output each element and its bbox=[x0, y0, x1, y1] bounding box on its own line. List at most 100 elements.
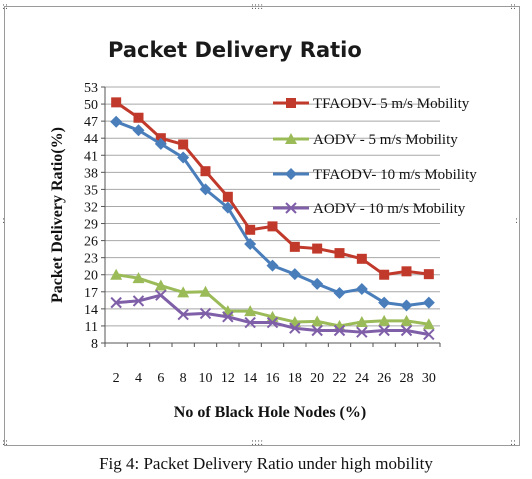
x-axis-label: No of Black Hole Nodes (%) bbox=[174, 404, 366, 421]
data-point bbox=[334, 248, 345, 259]
data-point bbox=[356, 326, 368, 338]
y-tick-label: 14 bbox=[84, 303, 98, 318]
data-point bbox=[244, 316, 256, 329]
data-point bbox=[400, 314, 413, 326]
y-tick-label: 8 bbox=[91, 337, 98, 352]
data-point bbox=[401, 266, 412, 277]
x-tick-label: 14 bbox=[243, 371, 257, 386]
data-point bbox=[379, 269, 390, 280]
y-axis-ticks: 8 11 14 17 20 23 26 29 32 35 38 41 44 47 50 53 bbox=[84, 81, 105, 352]
resize-handle-top-left[interactable]: :: bbox=[2, 2, 9, 12]
y-tick-label: 41 bbox=[84, 149, 98, 164]
y-tick-label: 17 bbox=[84, 286, 98, 301]
y-tick-label: 44 bbox=[84, 132, 98, 147]
data-point bbox=[311, 277, 324, 290]
data-point bbox=[154, 137, 167, 150]
data-point bbox=[311, 315, 324, 327]
data-point bbox=[266, 259, 279, 272]
y-tick-label: 20 bbox=[84, 269, 98, 284]
legend-label: TFAODV- 10 m/s Mobility bbox=[313, 167, 477, 183]
data-point bbox=[422, 318, 435, 330]
data-point bbox=[267, 221, 278, 232]
x-tick-label: 30 bbox=[422, 371, 436, 386]
y-tick-label: 32 bbox=[84, 200, 98, 215]
resize-handle-top[interactable]: :::: bbox=[251, 2, 264, 12]
data-point bbox=[289, 241, 300, 252]
y-tick-label: 53 bbox=[84, 81, 98, 96]
legend-label: TFAODV- 5 m/s Mobility bbox=[313, 96, 470, 112]
x-tick-label: 4 bbox=[135, 371, 142, 386]
y-axis-label: Packet Delivery Ratio(%) bbox=[49, 127, 66, 303]
y-tick-label: 35 bbox=[84, 183, 98, 198]
data-point bbox=[312, 243, 323, 254]
x-tick-label: 10 bbox=[199, 371, 213, 386]
data-point bbox=[177, 308, 189, 321]
data-point bbox=[355, 315, 368, 327]
data-point bbox=[110, 268, 123, 280]
x-tick-label: 22 bbox=[333, 371, 347, 386]
series-3 bbox=[110, 115, 435, 312]
y-tick-label: 23 bbox=[84, 252, 98, 267]
data-point bbox=[155, 289, 167, 301]
legend-swatch-marker bbox=[285, 133, 297, 144]
chart-frame: :: :::: :: : : :: :::: :: bbox=[2, 2, 520, 448]
resize-handle-bottom-left[interactable]: :: bbox=[2, 438, 9, 448]
data-point bbox=[423, 269, 434, 280]
data-point bbox=[400, 324, 413, 337]
resize-handle-bottom[interactable]: :::: bbox=[251, 438, 264, 448]
series-group bbox=[110, 97, 435, 341]
x-tick-label: 16 bbox=[266, 371, 280, 386]
legend-swatch-marker bbox=[285, 168, 297, 180]
x-tick-label: 2 bbox=[113, 371, 120, 386]
data-point bbox=[311, 324, 323, 337]
y-tick-label: 26 bbox=[84, 235, 98, 250]
data-point bbox=[423, 328, 435, 341]
figure-caption: Fig 4: Packet Delivery Ratio under high … bbox=[99, 454, 433, 473]
resize-handle-left[interactable]: : bbox=[2, 216, 6, 226]
data-point bbox=[266, 316, 279, 329]
x-tick-label: 20 bbox=[310, 371, 324, 386]
resize-handle-bottom-right[interactable]: :: bbox=[510, 438, 517, 448]
y-tick-label: 11 bbox=[85, 320, 98, 335]
legend: TFAODV- 5 m/s Mobility AODV - 5 m/s Mobil… bbox=[273, 96, 477, 217]
data-point bbox=[221, 201, 234, 214]
data-point bbox=[244, 305, 257, 317]
chart-title: Packet Delivery Ratio bbox=[108, 38, 362, 62]
data-point bbox=[333, 324, 346, 337]
data-point bbox=[154, 279, 167, 291]
data-point bbox=[178, 139, 189, 150]
data-point bbox=[222, 191, 233, 202]
series-4 bbox=[110, 289, 435, 341]
resize-handle-top-right[interactable]: :: bbox=[510, 2, 517, 12]
data-point bbox=[244, 238, 257, 251]
series-1 bbox=[111, 97, 434, 280]
x-tick-label: 26 bbox=[377, 371, 391, 386]
y-tick-label: 47 bbox=[84, 115, 98, 130]
data-point bbox=[288, 268, 301, 281]
data-point bbox=[378, 314, 391, 326]
series-line bbox=[115, 101, 430, 277]
data-point bbox=[199, 183, 212, 196]
legend-item-1: TFAODV- 5 m/s Mobility bbox=[273, 96, 470, 112]
data-point bbox=[355, 282, 368, 295]
gridlines bbox=[105, 86, 440, 344]
legend-swatch-marker bbox=[286, 98, 296, 108]
legend-label: AODV - 5 m/s Mobility bbox=[313, 132, 458, 148]
line-chart: Packet Delivery Ratio 8 11 14 17 20 23 26 29 32 3… bbox=[49, 38, 477, 421]
data-point bbox=[132, 272, 145, 284]
data-point bbox=[333, 286, 346, 299]
data-point bbox=[111, 97, 122, 108]
data-point bbox=[132, 295, 145, 307]
data-point bbox=[199, 285, 212, 297]
y-tick-label: 29 bbox=[84, 218, 98, 233]
data-point bbox=[245, 224, 256, 235]
resize-handle-right[interactable]: : bbox=[515, 216, 519, 226]
data-point bbox=[177, 286, 190, 298]
data-point bbox=[200, 166, 211, 177]
legend-label: AODV - 10 m/s Mobility bbox=[313, 201, 466, 217]
data-point bbox=[133, 112, 144, 123]
data-point bbox=[289, 322, 301, 334]
legend-item-4: AODV - 10 m/s Mobility bbox=[273, 201, 466, 217]
data-point bbox=[356, 253, 367, 264]
data-point bbox=[110, 296, 122, 309]
